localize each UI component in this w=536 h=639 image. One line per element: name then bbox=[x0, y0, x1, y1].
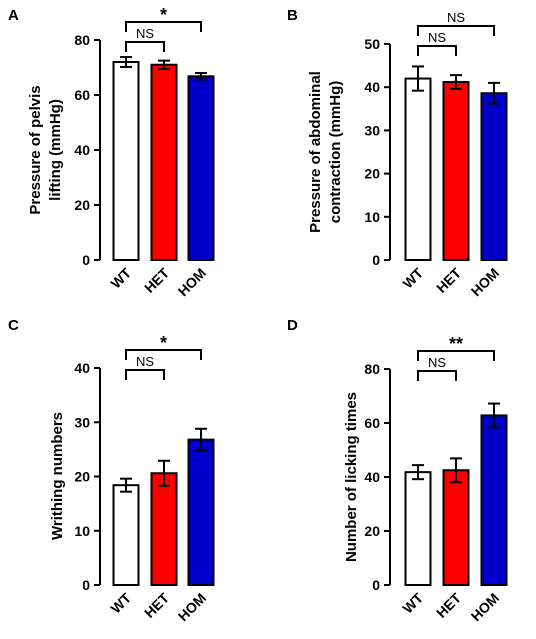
panel-a-sig-bracket-1 bbox=[125, 21, 202, 32]
panel-b-ytick-label-30: 30 bbox=[364, 122, 380, 138]
panel-b-bar-het bbox=[442, 81, 470, 261]
panel-a-sig-label-1: * bbox=[160, 5, 167, 25]
panel-a-ylabel-line-0: Pressure of pelvis bbox=[27, 85, 44, 214]
panel-c-xtick-label-wt: WT bbox=[107, 589, 134, 616]
panel-b-sig-label-0: NS bbox=[428, 30, 446, 45]
panel-a-bar-wt bbox=[112, 61, 140, 261]
panel-c-ytick-label-40: 40 bbox=[74, 360, 90, 376]
panel-d-bar-wt bbox=[404, 471, 432, 587]
panel-c-ytick-label-20: 20 bbox=[74, 469, 90, 485]
panel-d-sig-label-0: NS bbox=[428, 355, 446, 370]
panel-c-sig-bracket-0 bbox=[125, 369, 165, 380]
panel-b-xtick-label-wt: WT bbox=[399, 264, 426, 291]
panel-a-sig-bracket-0 bbox=[125, 41, 165, 52]
panel-a-bar-het bbox=[150, 63, 178, 261]
panel-b-letter: B bbox=[287, 7, 298, 24]
panel-b-ytick-label-0: 0 bbox=[372, 252, 380, 268]
panel-d-bar-het bbox=[442, 469, 470, 586]
panel-b-sig-bracket-1 bbox=[417, 25, 495, 36]
panel-d-ytick-label-80: 80 bbox=[364, 361, 380, 377]
panel-c-bar-het bbox=[150, 472, 178, 586]
panel-b-ylabel-line-1: contraction (mmHg) bbox=[327, 81, 344, 224]
panel-c-ylabel-line-0: Writhing numbers bbox=[49, 412, 66, 540]
panel-a-ytick-label-80: 80 bbox=[74, 32, 90, 48]
panel-d-xtick-label-wt: WT bbox=[399, 589, 426, 616]
panel-b-ytick-label-10: 10 bbox=[364, 209, 380, 225]
panel-d-sig-bracket-0 bbox=[417, 370, 457, 381]
panel-d-ytick-label-60: 60 bbox=[364, 415, 380, 431]
panel-d-ytick-label-20: 20 bbox=[364, 523, 380, 539]
panel-a-ytick-label-60: 60 bbox=[74, 87, 90, 103]
panel-a-ytick-label-0: 0 bbox=[82, 252, 90, 268]
panel-a-ylabel-line-1: lifting (mmHg) bbox=[47, 99, 64, 201]
panel-a-xtick-label-hom: HOM bbox=[175, 265, 209, 299]
panel-b-xtick-label-het: HET bbox=[433, 264, 464, 295]
panel-b-ytick-label-40: 40 bbox=[364, 79, 380, 95]
panel-d-xtick-label-het: HET bbox=[433, 589, 464, 620]
panel-a-sig-label-0: NS bbox=[136, 26, 154, 41]
panel-d-ylabel-line-0: Number of licking times bbox=[343, 392, 360, 562]
panel-b-xtick-label-hom: HOM bbox=[468, 265, 502, 299]
panel-a-ytick-label-20: 20 bbox=[74, 197, 90, 213]
panel-c-sig-bracket-1 bbox=[125, 349, 202, 360]
panel-d-sig-label-1: ** bbox=[449, 334, 463, 354]
panel-b-bar-wt bbox=[404, 77, 432, 261]
panel-c-sig-label-1: * bbox=[160, 333, 167, 353]
panel-b-ylabel-line-0: Pressure of abdominal bbox=[307, 71, 324, 233]
panel-a-letter: A bbox=[8, 7, 19, 24]
panel-b-sig-bracket-0 bbox=[417, 45, 457, 56]
panel-c-sig-label-0: NS bbox=[136, 354, 154, 369]
panel-a-bar-hom bbox=[187, 75, 215, 261]
panel-b-ytick-label-20: 20 bbox=[364, 166, 380, 182]
panel-c-letter: C bbox=[8, 317, 19, 334]
panel-c-bar-wt bbox=[112, 484, 140, 586]
panel-d-ytick-label-40: 40 bbox=[364, 469, 380, 485]
panel-a-xtick-label-het: HET bbox=[141, 264, 172, 295]
panel-b-sig-label-1: NS bbox=[447, 10, 465, 25]
panel-c-ytick-label-30: 30 bbox=[74, 414, 90, 430]
panel-c-xtick-label-hom: HOM bbox=[175, 590, 209, 624]
panel-d-sig-bracket-1 bbox=[417, 350, 495, 361]
panel-c-xtick-label-het: HET bbox=[141, 589, 172, 620]
panel-d-xtick-label-hom: HOM bbox=[468, 590, 502, 624]
panel-b-ytick-label-50: 50 bbox=[364, 36, 380, 52]
panel-c-ytick-label-0: 0 bbox=[82, 577, 90, 593]
panel-c-bar-hom bbox=[187, 438, 215, 586]
panel-d-letter: D bbox=[287, 317, 298, 334]
panel-a-ytick-label-40: 40 bbox=[74, 142, 90, 158]
panel-b-bar-hom bbox=[480, 92, 508, 261]
panel-d-bar-hom bbox=[480, 414, 508, 586]
panel-d-ytick-label-0: 0 bbox=[372, 577, 380, 593]
panel-c-ytick-label-10: 10 bbox=[74, 523, 90, 539]
panel-a-xtick-label-wt: WT bbox=[107, 264, 134, 291]
